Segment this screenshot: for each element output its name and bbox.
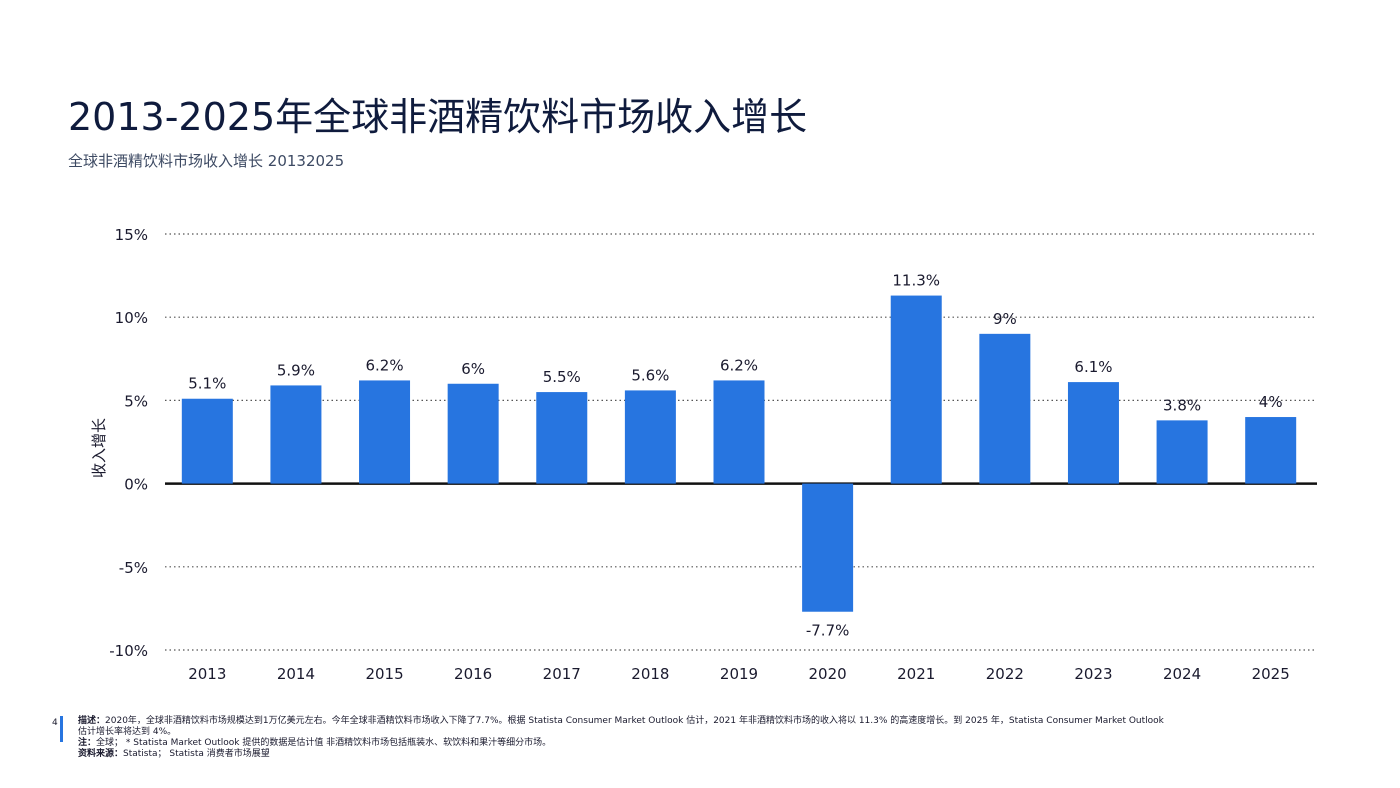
x-tick-label-2020: 2020 [809, 665, 847, 683]
footer: 4 描述：2020年，全球非酒精饮料市场规模达到1万亿美元左右。今年全球非酒精饮… [52, 716, 1172, 760]
bar-2023 [1067, 382, 1119, 484]
page-title: 2013-2025年全球非酒精饮料市场收入增长 [68, 95, 808, 139]
x-tick-label-2014: 2014 [277, 665, 315, 683]
note-text: 全球； * Statista Market Outlook 提供的数据是估计值 … [96, 738, 552, 748]
bar-2013 [181, 398, 233, 484]
description-label: 描述： [78, 716, 106, 726]
data-label-2016: 6% [461, 360, 485, 378]
bar-2025 [1245, 417, 1297, 484]
footer-note: 注：全球； * Statista Market Outlook 提供的数据是估计… [78, 738, 1172, 749]
bar-2016 [447, 383, 499, 484]
x-tick-label-2021: 2021 [897, 665, 935, 683]
page-subtitle: 全球非酒精饮料市场收入增长 20132025 [68, 152, 345, 170]
bar-2024 [1156, 420, 1208, 484]
note-label: 注： [78, 738, 97, 748]
bar-2014 [270, 385, 322, 484]
data-label-2025: 4% [1259, 393, 1283, 411]
bar-chart: 15% 10% 5% 0% -5% -10% 5.1% 2013 5.9% 2014 6.2% 201… [90, 226, 1317, 683]
source-text: Statista； Statista 消费者市场展望 [123, 749, 270, 759]
y-tick-label: -10% [109, 642, 148, 660]
x-tick-label-2025: 2025 [1252, 665, 1290, 683]
footer-source: 资料来源：Statista； Statista 消费者市场展望 [78, 749, 1172, 760]
bar-2015 [359, 380, 411, 484]
bar-2022 [979, 333, 1031, 484]
label-layer: 15% 10% 5% 0% -5% -10% 5.1% 2013 5.9% 2014 6.2% 201… [109, 226, 1290, 683]
data-label-2014: 5.9% [277, 361, 315, 379]
footer-accent-bar [60, 716, 63, 742]
data-label-2018: 5.6% [631, 366, 669, 384]
y-axis-label: 收入增长 [90, 418, 108, 478]
data-label-2013: 5.1% [188, 375, 226, 393]
data-label-2022: 9% [993, 310, 1017, 328]
footer-description: 描述：2020年，全球非酒精饮料市场规模达到1万亿美元左右。今年全球非酒精饮料市… [78, 716, 1172, 738]
data-label-2020: -7.7% [806, 622, 850, 640]
x-tick-label-2016: 2016 [454, 665, 492, 683]
source-label: 资料来源： [78, 749, 124, 759]
x-tick-label-2024: 2024 [1163, 665, 1201, 683]
y-tick-label: 15% [115, 226, 148, 244]
bar-2017 [536, 392, 588, 484]
data-label-2017: 5.5% [543, 368, 581, 386]
data-label-2023: 6.1% [1074, 358, 1112, 376]
page-number: 4 [52, 718, 58, 728]
bar-2019 [713, 380, 765, 484]
x-tick-label-2019: 2019 [720, 665, 758, 683]
y-tick-label: 10% [115, 309, 148, 327]
x-tick-label-2017: 2017 [543, 665, 581, 683]
x-tick-label-2013: 2013 [188, 665, 226, 683]
bar-layer [181, 295, 1297, 612]
x-tick-label-2015: 2015 [365, 665, 403, 683]
data-label-2021: 11.3% [892, 272, 940, 290]
data-label-2015: 6.2% [365, 356, 403, 374]
bar-2018 [624, 390, 676, 484]
y-tick-label: 0% [124, 476, 148, 494]
y-tick-label: -5% [119, 559, 148, 577]
bar-2021 [890, 295, 942, 484]
x-tick-label-2018: 2018 [631, 665, 669, 683]
x-tick-label-2022: 2022 [986, 665, 1024, 683]
description-text: 2020年，全球非酒精饮料市场规模达到1万亿美元左右。今年全球非酒精饮料市场收入… [78, 716, 1164, 737]
bar-2020 [802, 483, 854, 612]
data-label-2024: 3.8% [1163, 396, 1201, 414]
y-tick-label: 5% [124, 392, 148, 410]
x-tick-label-2023: 2023 [1074, 665, 1112, 683]
data-label-2019: 6.2% [720, 356, 758, 374]
